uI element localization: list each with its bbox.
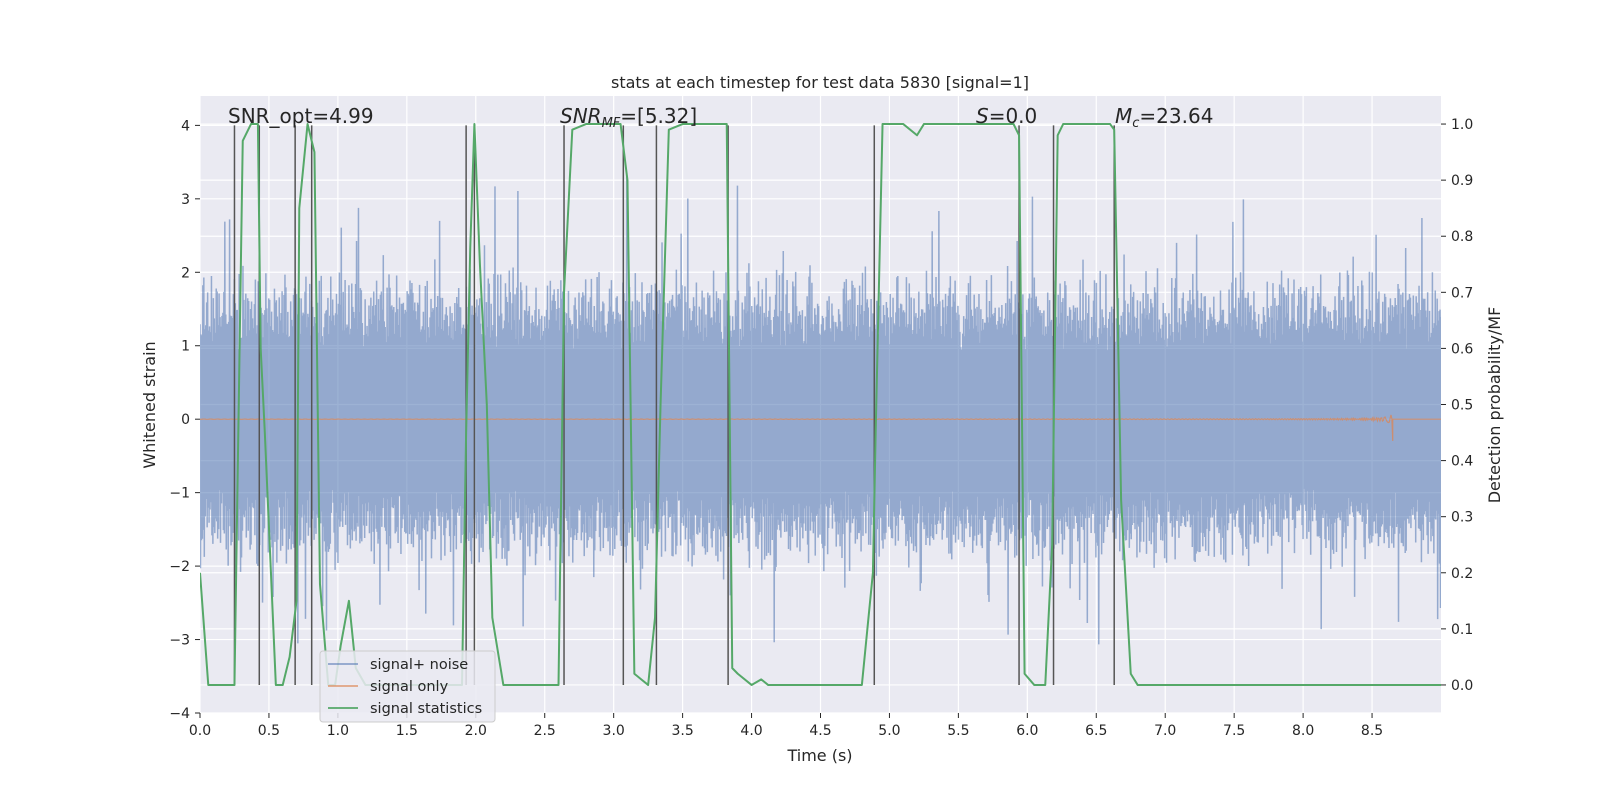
x-tick-label: 0.0 — [189, 723, 211, 739]
line-signal-statistics — [200, 123, 1441, 686]
legend: signal+ noise signal only signal statist… — [319, 650, 496, 723]
y-left-tick-label: −1 — [169, 486, 190, 502]
y-left-tick-label: 3 — [181, 192, 190, 208]
x-tick-label: 3.5 — [671, 723, 693, 739]
y-right-tick-label: 0.7 — [1451, 285, 1473, 301]
y-right-tick-label: 0.4 — [1451, 454, 1473, 470]
annotation-mc-value: =23.64 — [1139, 104, 1213, 128]
y-right-tick-label: 0.6 — [1451, 341, 1473, 357]
x-tick-label: 4.0 — [740, 723, 762, 739]
annotation-s-value: =0.0 — [989, 104, 1038, 128]
line-signal-noise — [200, 174, 1441, 645]
x-tick-label: 0.5 — [258, 723, 280, 739]
y-right-tick-label: 1.0 — [1451, 117, 1473, 133]
y-left-tick-label: −4 — [169, 706, 190, 722]
x-tick-label: 5.0 — [878, 723, 900, 739]
x-tick-label: 3.0 — [603, 723, 625, 739]
annotation-mc-sub: c — [1132, 116, 1139, 131]
y-right-tick-label: 0.3 — [1451, 510, 1473, 526]
chart-title: stats at each timestep for test data 583… — [611, 73, 1029, 92]
x-axis-label: Time (s) — [786, 746, 852, 765]
y-right-tick-label: 0.0 — [1451, 678, 1473, 694]
legend-label-signal-noise: signal+ noise — [370, 657, 468, 673]
y-right-tick-label: 0.8 — [1451, 229, 1473, 245]
y-left-tick-label: 0 — [181, 412, 190, 428]
y-right-tick-label: 0.5 — [1451, 398, 1473, 414]
y-right-tick-labels: 1.0 0.9 0.8 0.7 0.6 0.5 0.4 0.3 0.2 0.1 0.0 — [1441, 117, 1473, 694]
line-signal-only — [200, 414, 1441, 441]
series-signal-noise — [200, 174, 1441, 645]
x-tick-labels: 0.0 0.5 1.0 1.5 2.0 2.5 3.0 3.5 4.0 4.5 5.0 5.5 6.0 6… — [189, 713, 1383, 739]
annotation-snr-mf-main: SNR — [560, 104, 602, 128]
x-tick-label: 1.5 — [396, 723, 418, 739]
y-left-axis-label: Whitened strain — [140, 341, 159, 468]
legend-label-signal-only: signal only — [370, 679, 449, 695]
x-tick-label: 8.0 — [1292, 723, 1314, 739]
x-tick-label: 4.5 — [809, 723, 831, 739]
legend-box — [319, 650, 496, 723]
annotation-snr-mf-sub: MF — [602, 116, 621, 131]
y-left-tick-label: −2 — [169, 559, 190, 575]
x-tick-label: 7.0 — [1154, 723, 1176, 739]
annotation-mc-main: M — [1115, 104, 1132, 128]
annotation-snr-opt: SNR_opt=4.99 — [228, 104, 374, 128]
annotation-snr-mf-value: =[5.32] — [620, 104, 697, 128]
x-tick-label: 8.5 — [1361, 723, 1383, 739]
x-tick-label: 7.5 — [1223, 723, 1245, 739]
y-left-tick-label: 1 — [181, 339, 190, 355]
annotation-s: S=0.0 — [976, 104, 1037, 128]
x-tick-label: 2.5 — [534, 723, 556, 739]
legend-label-signal-statistics: signal statistics — [370, 701, 482, 717]
y-left-tick-label: 4 — [181, 118, 190, 134]
series-signal-only — [200, 414, 1441, 441]
y-left-tick-label: −3 — [169, 633, 190, 649]
annotation-snr-mf: SNRMF=[5.32] — [560, 104, 697, 131]
y-right-tick-label: 0.9 — [1451, 173, 1473, 189]
x-tick-label: 6.0 — [1016, 723, 1038, 739]
y-left-tick-labels: 4 3 2 1 0 −1 −2 −3 −4 — [169, 118, 200, 722]
x-tick-label: 6.5 — [1085, 723, 1107, 739]
y-right-tick-label: 0.1 — [1451, 622, 1473, 638]
y-right-axis-label: Detection probability/MF — [1485, 307, 1504, 504]
x-tick-label: 5.5 — [947, 723, 969, 739]
series-signal-statistics — [200, 123, 1441, 686]
annotation-mc: Mc=23.64 — [1115, 104, 1213, 131]
annotation-s-main: S — [976, 104, 989, 128]
y-left-tick-label: 2 — [181, 265, 190, 281]
y-right-tick-label: 0.2 — [1451, 566, 1473, 582]
x-tick-label: 1.0 — [327, 723, 349, 739]
x-tick-label: 2.0 — [465, 723, 487, 739]
